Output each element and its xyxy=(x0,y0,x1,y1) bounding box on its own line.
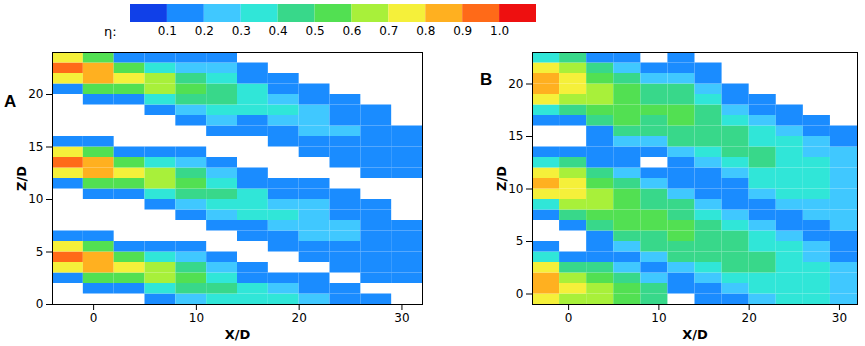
svg-text:15: 15 xyxy=(28,140,43,154)
svg-text:0.1: 0.1 xyxy=(158,24,177,38)
svg-text:10: 10 xyxy=(28,192,43,206)
svg-text:10: 10 xyxy=(508,182,523,196)
html-text:A: A xyxy=(4,92,17,111)
svg-text:0: 0 xyxy=(36,297,44,311)
svg-text:5: 5 xyxy=(516,234,524,248)
svg-text:30: 30 xyxy=(832,311,847,325)
svg-text:30: 30 xyxy=(394,311,409,325)
svg-text:0.8: 0.8 xyxy=(416,24,435,38)
svg-text:15: 15 xyxy=(508,129,523,143)
svg-text:Z/D: Z/D xyxy=(14,166,29,191)
svg-text:0.6: 0.6 xyxy=(342,24,361,38)
svg-text:5: 5 xyxy=(36,245,44,259)
svg-text:X/D: X/D xyxy=(225,327,251,342)
svg-text:20: 20 xyxy=(292,311,307,325)
html-text:B: B xyxy=(480,70,493,89)
html-text:η:: η: xyxy=(104,24,117,39)
svg-text:0.3: 0.3 xyxy=(232,24,251,38)
svg-text:0: 0 xyxy=(516,287,524,301)
svg-text:10: 10 xyxy=(651,311,666,325)
svg-text:0: 0 xyxy=(565,311,573,325)
svg-text:0.2: 0.2 xyxy=(195,24,214,38)
svg-text:0.7: 0.7 xyxy=(379,24,398,38)
svg-text:0.9: 0.9 xyxy=(453,24,472,38)
svg-text:10: 10 xyxy=(189,311,204,325)
svg-text:20: 20 xyxy=(28,87,43,101)
svg-text:0.4: 0.4 xyxy=(269,24,288,38)
svg-text:20: 20 xyxy=(508,77,523,91)
svg-text:Z/D: Z/D xyxy=(494,166,509,191)
svg-text:0.5: 0.5 xyxy=(305,24,324,38)
svg-text:20: 20 xyxy=(742,311,757,325)
svg-text:X/D: X/D xyxy=(682,327,708,342)
svg-text:1.0: 1.0 xyxy=(490,24,509,38)
svg-text:0: 0 xyxy=(90,311,98,325)
